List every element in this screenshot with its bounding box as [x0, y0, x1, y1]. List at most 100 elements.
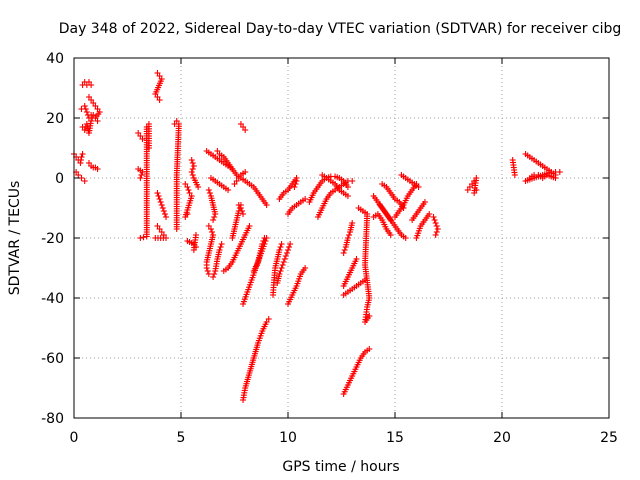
data-point: [210, 217, 217, 223]
data-point: [286, 244, 293, 250]
data-point: [302, 196, 309, 202]
data-point: [432, 232, 439, 238]
y-tick-label: -20: [41, 231, 64, 247]
data-point: [156, 97, 163, 103]
data-point: [344, 235, 351, 241]
y-tick-label: -40: [41, 291, 64, 307]
data-point: [349, 178, 356, 184]
data-point: [366, 313, 373, 319]
data-point: [211, 271, 218, 277]
data-point: [94, 118, 101, 124]
data-point: [292, 181, 299, 187]
data-point: [184, 184, 191, 190]
data-point: [205, 187, 212, 193]
data-point: [189, 166, 196, 172]
y-tick-label: 20: [46, 111, 64, 127]
data-point: [203, 265, 210, 271]
data-point: [195, 184, 202, 190]
data-point: [430, 214, 437, 220]
y-tick-label: -60: [41, 351, 64, 367]
data-point: [155, 193, 162, 199]
data-point: [154, 190, 161, 196]
chart-title: Day 348 of 2022, Sidereal Day-to-day VTE…: [59, 21, 622, 37]
data-point: [212, 211, 219, 217]
data-point: [263, 202, 270, 208]
data-point: [161, 211, 168, 217]
data-point: [434, 226, 441, 232]
data-point: [237, 202, 244, 208]
y-axis-label: SDTVAR / TECUs: [7, 181, 23, 296]
data-point: [190, 163, 197, 169]
data-point: [157, 199, 164, 205]
data-point: [344, 184, 351, 190]
data-point: [79, 151, 86, 157]
data-point: [277, 244, 284, 250]
data-point: [283, 250, 290, 256]
x-tick-label: 10: [279, 430, 297, 446]
data-point: [210, 274, 217, 280]
x-axis-label: GPS time / hours: [282, 459, 399, 475]
data-point: [366, 346, 373, 352]
data-point: [204, 268, 211, 274]
y-tick-label: 40: [46, 51, 64, 67]
data-point: [341, 247, 348, 253]
data-point: [402, 235, 409, 241]
data-point: [287, 241, 294, 247]
data-point: [188, 169, 195, 175]
data-point: [207, 226, 214, 232]
data-point: [81, 103, 88, 109]
data-point: [415, 184, 422, 190]
data-point: [282, 253, 289, 259]
x-axis-ticks: 0 5 10 15 20 25: [70, 58, 618, 446]
x-tick-label: 15: [386, 430, 404, 446]
data-point: [235, 208, 242, 214]
data-point: [261, 235, 268, 241]
data-point: [145, 145, 152, 151]
data-point: [138, 172, 145, 178]
data-point: [556, 169, 563, 175]
data-point: [137, 175, 144, 181]
data-point: [278, 241, 285, 247]
data-point: [163, 214, 170, 220]
data-point: [206, 190, 213, 196]
data-point: [137, 235, 144, 241]
y-tick-label: -80: [41, 411, 64, 427]
data-point: [260, 238, 267, 244]
data-point: [189, 172, 196, 178]
data-point: [278, 265, 285, 271]
data-point: [345, 232, 352, 238]
data-point: [552, 175, 559, 181]
y-axis-ticks: -80 -60 -40 -20 0 20 40: [41, 51, 609, 427]
data-point: [205, 271, 212, 277]
data-point: [276, 271, 283, 277]
data-point: [387, 232, 394, 238]
data-point: [78, 154, 85, 160]
data-point: [82, 106, 89, 112]
data-point: [265, 316, 272, 322]
data-point: [218, 241, 225, 247]
grid-lines: [74, 58, 609, 418]
data-point: [94, 166, 101, 172]
data-point: [156, 196, 163, 202]
data-point: [246, 223, 253, 229]
data-point: [211, 214, 218, 220]
data-point: [293, 178, 300, 184]
data-point: [431, 217, 438, 223]
data-point: [285, 247, 291, 253]
data-point: [281, 256, 288, 262]
y-tick-label: 0: [55, 171, 64, 187]
data-point: [189, 160, 196, 166]
data-points: [71, 70, 563, 403]
data-point: [433, 223, 440, 229]
data-point: [81, 178, 88, 184]
data-point: [81, 127, 88, 133]
data-point: [236, 205, 243, 211]
data-point: [225, 187, 232, 193]
data-point: [426, 211, 433, 217]
data-point: [353, 256, 360, 262]
data-point: [209, 229, 216, 235]
data-point: [152, 235, 159, 241]
data-point: [276, 247, 283, 253]
data-point: [212, 268, 219, 274]
data-point: [160, 208, 167, 214]
